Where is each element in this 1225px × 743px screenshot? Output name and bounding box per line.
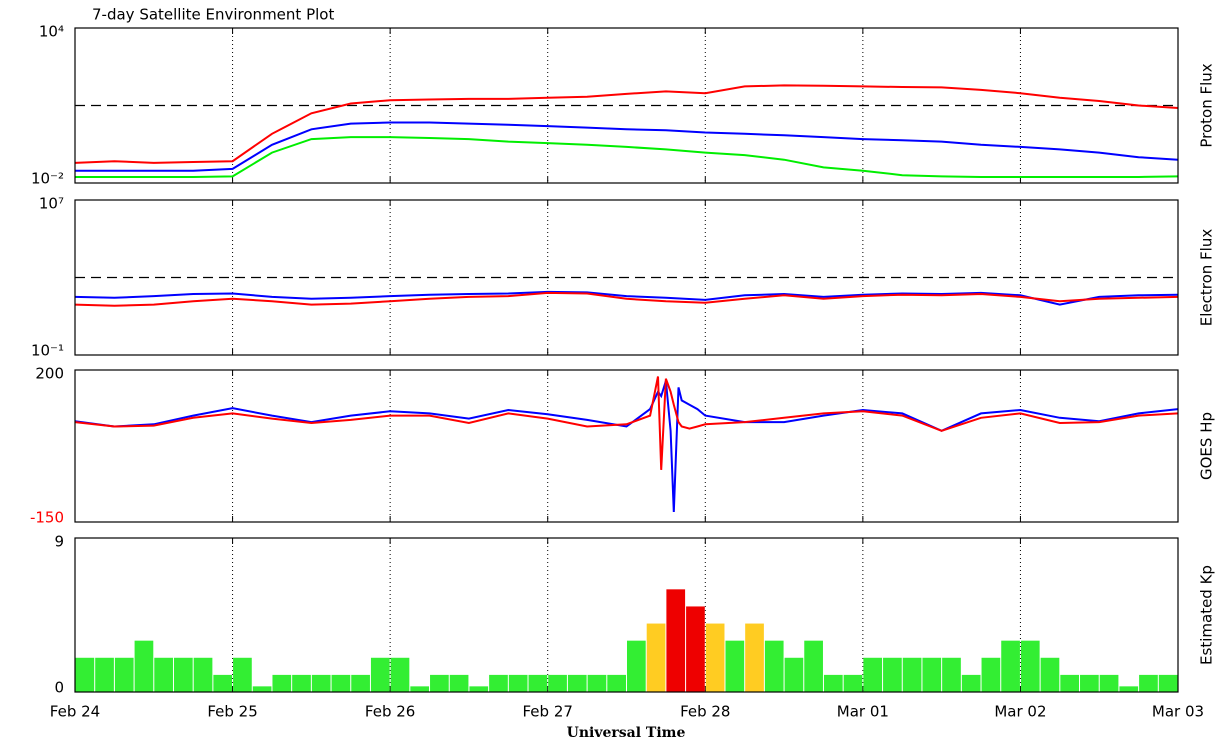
bar: [75, 657, 95, 692]
bar: [528, 674, 548, 692]
bar: [804, 640, 823, 692]
y-tick-label: -150: [30, 509, 64, 527]
bar: [1060, 674, 1080, 692]
x-tick-label: Feb 24: [50, 703, 100, 721]
bar: [1040, 657, 1060, 692]
bar: [548, 674, 567, 692]
bar: [1080, 674, 1099, 692]
y-axis-label: Electron Flux: [1198, 229, 1216, 327]
bar: [764, 640, 784, 692]
bar: [627, 640, 646, 692]
bar: [134, 640, 154, 692]
bar: [745, 623, 764, 692]
bar: [351, 674, 370, 692]
y-tick-label: 10⁷: [39, 195, 64, 213]
bar: [1158, 674, 1178, 692]
series-line: [74, 376, 1179, 470]
y-tick-label: 0: [54, 679, 64, 697]
bar: [646, 623, 666, 692]
y-tick-label: 10⁻²: [31, 170, 64, 188]
bar: [292, 674, 311, 692]
bar: [725, 640, 745, 692]
bar: [587, 674, 607, 692]
bar: [213, 674, 233, 692]
x-tick-label: Feb 25: [207, 703, 257, 721]
bar: [410, 686, 430, 692]
y-axis-label: GOES Hp: [1198, 412, 1216, 480]
x-tick-label: Mar 03: [1152, 703, 1204, 721]
bar: [981, 657, 1001, 692]
bar: [508, 674, 528, 692]
series-line: [75, 121, 1179, 172]
bar: [823, 674, 843, 692]
bar: [567, 674, 587, 692]
bar: [1020, 640, 1040, 692]
bar: [154, 657, 173, 692]
y-tick-label: 10⁻¹: [31, 342, 64, 360]
y-tick-label: 9: [54, 533, 64, 551]
bar: [843, 674, 863, 692]
chart-title: 7-day Satellite Environment Plot: [92, 6, 334, 24]
bar: [95, 657, 114, 692]
bar: [233, 657, 252, 692]
bar: [942, 657, 961, 692]
series-line: [74, 290, 1179, 306]
bar: [863, 657, 883, 692]
bar: [1139, 674, 1158, 692]
panel-frame: [74, 27, 1179, 184]
bar: [784, 657, 804, 692]
series-line: [75, 136, 1179, 178]
x-tick-label: Mar 02: [994, 703, 1046, 721]
y-axis-label: Proton Flux: [1198, 63, 1216, 147]
bar: [1119, 686, 1139, 692]
bar: [489, 674, 508, 692]
bar: [252, 686, 272, 692]
bar: [902, 657, 922, 692]
bar: [666, 589, 686, 692]
series-line: [74, 380, 1179, 513]
bar: [311, 674, 331, 692]
x-tick-label: Feb 28: [680, 703, 730, 721]
bar: [1001, 640, 1020, 692]
panel-frame: [74, 199, 1179, 356]
x-tick-label: Feb 26: [365, 703, 415, 721]
bar: [607, 674, 626, 692]
series-line: [74, 291, 1179, 307]
x-tick-label: Feb 27: [523, 703, 573, 721]
bar: [922, 657, 942, 692]
x-tick-label: Mar 01: [837, 703, 889, 721]
bar: [883, 657, 902, 692]
bar: [272, 674, 292, 692]
bar: [193, 657, 213, 692]
bar: [961, 674, 981, 692]
y-tick-label: 10⁴: [39, 23, 64, 41]
bar: [1099, 674, 1119, 692]
bar: [705, 623, 725, 692]
bar: [173, 657, 193, 692]
bar: [331, 674, 351, 692]
bar: [686, 606, 705, 692]
y-tick-label: 200: [35, 365, 64, 383]
bar: [370, 657, 390, 692]
bar: [114, 657, 134, 692]
bar: [469, 686, 489, 692]
bar: [449, 674, 469, 692]
bar: [430, 674, 449, 692]
bar: [390, 657, 410, 692]
y-axis-label: Estimated Kp: [1198, 565, 1216, 665]
panel-frame: [74, 537, 1179, 693]
series-line: [74, 84, 1179, 164]
x-axis-label: Universal Time: [567, 725, 686, 741]
panel-frame: [74, 369, 1179, 523]
